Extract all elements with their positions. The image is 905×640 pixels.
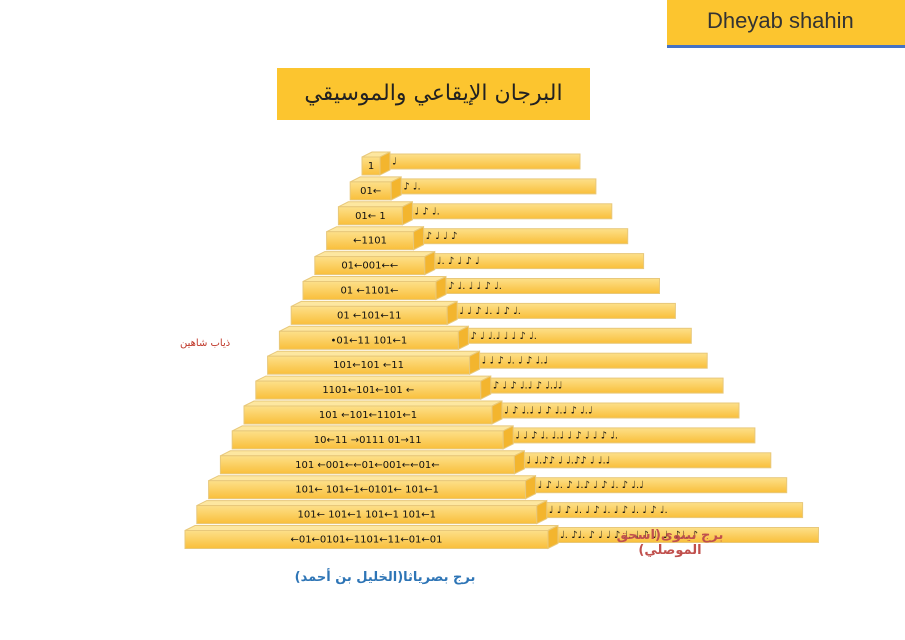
- music-notes: ♩. ♪♩. ♪ ♩ ♩ ♪ ♩. ♩ ♪ ♩. ♩. ♪♩. ♪: [560, 530, 698, 541]
- music-bar: [390, 178, 597, 195]
- rhythm-block-top: [302, 276, 447, 282]
- rhythm-block-top: [208, 475, 536, 482]
- side-note: ذياب شاهين: [180, 338, 231, 349]
- rhythm-code: 101← 101←1←0101← 101←1: [295, 485, 439, 496]
- music-notes: ♩ ♪ ♩.: [414, 206, 439, 217]
- caption-left: برج بصرياثا(الخليل بن أحمد): [294, 570, 476, 585]
- title-box: البرجان الإيقاعي والموسيقي: [277, 68, 590, 120]
- rhythm-block-top: [196, 500, 548, 507]
- rhythm-code: 01←: [360, 186, 381, 197]
- music-notes: ♩. ♪ ♩ ♪ ♩: [437, 256, 480, 267]
- rhythm-code: •01←11 101←1: [331, 335, 408, 346]
- rhythm-block-top: [326, 226, 424, 233]
- rhythm-block-top: [267, 350, 480, 357]
- rhythm-block-side: [413, 225, 425, 251]
- music-notes: ♩ ♪ ♩. ♪ ♩.♪ ♩ ♪ ♩. ♪ ♩.♩: [538, 480, 644, 491]
- rhythm-code: 01←001←←: [341, 261, 398, 272]
- music-notes: ♪ ♩ ♩.♩ ♩ ♩ ♪ ♩.: [470, 331, 537, 342]
- music-notes: ♩ ♩.♪♪ ♩ ♩.♪♪ ♩ ♩.♩: [526, 455, 610, 466]
- rhythm-code: ←1101: [353, 236, 387, 247]
- music-notes: ♩ ♩ ♪ ♩. ♩ ♪ ♩.♩: [482, 356, 548, 367]
- rhythm-block-side: [513, 449, 525, 475]
- rhythm-block-side: [390, 176, 402, 201]
- rhythm-block-top: [290, 300, 458, 307]
- rhythm-block-top: [255, 375, 492, 382]
- rhythm-block-top: [184, 525, 559, 531]
- title: البرجان الإيقاعي والموسيقي: [304, 81, 563, 106]
- rhythm-block-side: [379, 151, 391, 176]
- rhythm-block-side: [401, 200, 413, 226]
- header-name: Dheyab shahin: [707, 8, 854, 33]
- rhythm-code: 101 ←101←1101←1: [319, 410, 417, 421]
- rhythm-block-side: [547, 524, 559, 550]
- rhythm-block-side: [435, 275, 447, 301]
- rhythm-block-side: [424, 250, 436, 276]
- music-notes: ♩ ♩ ♪ ♩. ♩ ♪ ♩.: [459, 306, 521, 317]
- rhythm-code: 1101←101←101 ←: [322, 385, 414, 396]
- rhythm-code: ←01←0101←1101←11←01←01: [290, 535, 442, 546]
- rhythm-code: 01← 1: [355, 211, 386, 222]
- rhythm-code: 101 ←001←←01←001←←01←: [295, 460, 440, 471]
- caption-right: برج نينوى(اسحق الموصلي): [615, 528, 725, 558]
- rhythm-block-top: [220, 450, 525, 457]
- caption-right-line: الموصلي): [638, 543, 702, 558]
- rhythm-code: 01 ←1101←: [340, 286, 398, 297]
- rhythm-block-top: [279, 325, 469, 332]
- music-notes: ♩ ♪ ♩.♩ ♩ ♪ ♩.♩ ♪ ♩.♩: [504, 406, 593, 417]
- rhythm-block-top: [338, 201, 413, 208]
- music-notes: ♩: [392, 157, 397, 168]
- music-notes: ♪ ♩ ♪ ♩.♩ ♪ ♩.♩♩: [493, 381, 563, 392]
- rhythm-code: 01 ←101←11: [337, 310, 401, 321]
- rhythm-block-side: [502, 425, 514, 450]
- caption-right-line: برج نينوى(اسحق: [616, 528, 724, 543]
- music-bar: [379, 153, 581, 170]
- rhythm-block-side: [525, 474, 537, 500]
- music-notes: ♪ ♩.: [403, 181, 420, 192]
- rhythm-block-top: [314, 251, 436, 258]
- rhythm-block-side: [457, 325, 469, 351]
- rhythm-code: 10←11 →0111 01→11: [314, 435, 422, 446]
- rhythm-block-side: [446, 300, 458, 326]
- rhythm-block-side: [480, 375, 492, 400]
- header-box: Dheyab shahin: [667, 0, 905, 48]
- music-notes: ♪ ♩ ♩ ♪: [426, 231, 458, 242]
- music-notes: ♩ ♩ ♪ ♩. ♩ ♪ ♩. ♩ ♪ ♩. ♩ ♪ ♩.: [549, 505, 668, 516]
- rhythm-block-top: [243, 400, 503, 407]
- music-notes: ♪ ♩. ♩ ♩ ♪ ♩.: [448, 281, 502, 292]
- rhythm-block-side: [491, 400, 503, 425]
- rhythm-block-top: [231, 425, 514, 432]
- rhythm-code: 1: [368, 161, 374, 172]
- rhythm-block-side: [469, 350, 481, 376]
- rhythm-code: 101← 101←1 101←1 101←1: [298, 510, 437, 521]
- rhythm-block-side: [536, 499, 548, 525]
- music-notes: ♩ ♩ ♪ ♩. ♩.♩ ♩ ♪ ♩ ♩ ♪ ♩.: [515, 430, 618, 441]
- rhythm-code: 101←101 ←11: [333, 360, 404, 371]
